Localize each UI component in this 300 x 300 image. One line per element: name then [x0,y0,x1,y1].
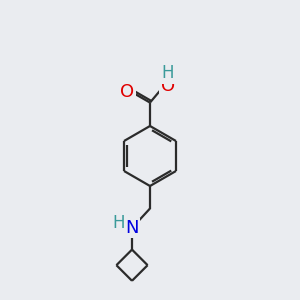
Text: O: O [161,77,175,95]
Text: N: N [125,219,139,237]
Text: H: H [112,214,125,232]
Text: O: O [120,83,134,101]
Text: H: H [161,64,174,82]
